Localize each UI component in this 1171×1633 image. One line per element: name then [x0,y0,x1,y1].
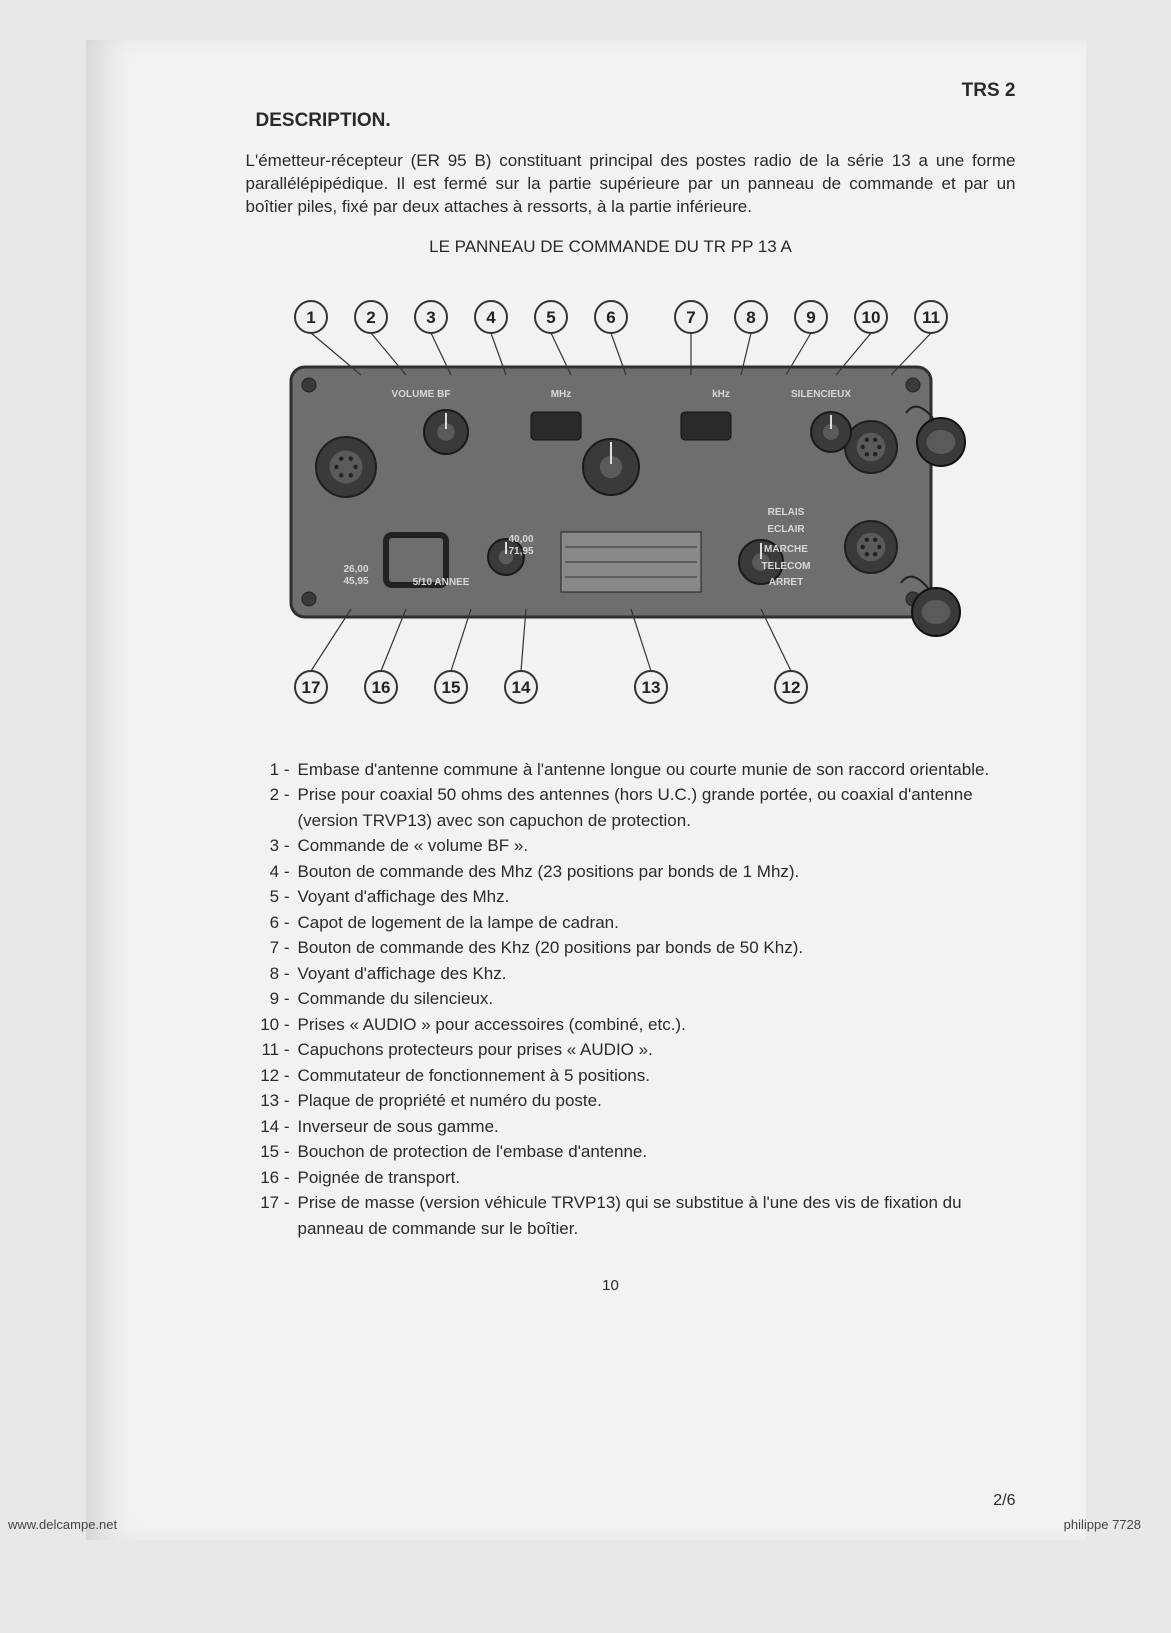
svg-text:13: 13 [641,678,660,697]
legend-text: Capuchons protecteurs pour prises « AUDI… [298,1037,1016,1063]
legend-item: 10 -Prises « AUDIO » pour accessoires (c… [246,1012,1016,1038]
legend-text: Voyant d'affichage des Mhz. [298,884,1016,910]
document-page: TRS 2 DESCRIPTION. L'émetteur-récepteur … [86,40,1086,1540]
legend-number: 7 - [246,935,298,961]
svg-text:TELECOM: TELECOM [761,561,810,572]
figure-title: LE PANNEAU DE COMMANDE DU TR PP 13 A [206,237,1016,257]
legend-number: 1 - [246,757,298,783]
svg-text:2: 2 [366,308,375,327]
doc-code: TRS 2 [206,80,1016,102]
legend-item: 12 -Commutateur de fonctionnement à 5 po… [246,1063,1016,1089]
page-footer-right: 2/6 [993,1492,1015,1510]
legend-number: 13 - [246,1088,298,1114]
legend-item: 8 -Voyant d'affichage des Khz. [246,961,1016,987]
legend-item: 4 -Bouton de commande des Mhz (23 positi… [246,859,1016,885]
legend-text: Prises « AUDIO » pour accessoires (combi… [298,1012,1016,1038]
legend-number: 8 - [246,961,298,987]
svg-text:MARCHE: MARCHE [764,544,808,555]
legend-number: 5 - [246,884,298,910]
svg-text:SILENCIEUX: SILENCIEUX [790,389,850,400]
legend-item: 14 -Inverseur de sous gamme. [246,1114,1016,1140]
figure-diagram: VOLUME BF MHz kHz SILENCIEUX ECLAIR MARCHE TEL… [231,267,991,727]
legend-item: 7 -Bouton de commande des Khz (20 positi… [246,935,1016,961]
svg-text:7: 7 [686,308,695,327]
center-page-number: 10 [206,1277,1016,1294]
legend-item: 5 -Voyant d'affichage des Mhz. [246,884,1016,910]
legend-item: 6 -Capot de logement de la lampe de cadr… [246,910,1016,936]
legend-number: 16 - [246,1165,298,1191]
svg-text:3: 3 [426,308,435,327]
legend-number: 15 - [246,1139,298,1165]
svg-text:45,95: 45,95 [343,576,368,587]
legend-text: Prise de masse (version véhicule TRVP13)… [298,1190,1016,1241]
svg-text:5: 5 [546,308,555,327]
legend-item: 11 -Capuchons protecteurs pour prises « … [246,1037,1016,1063]
svg-text:11: 11 [922,308,940,327]
svg-text:MHz: MHz [550,389,571,400]
svg-text:5/10 ANNEE: 5/10 ANNEE [412,577,469,588]
legend-number: 11 - [246,1037,298,1063]
svg-text:10: 10 [861,308,880,327]
svg-text:ARRET: ARRET [768,577,802,588]
legend-text: Bouchon de protection de l'embase d'ante… [298,1139,1016,1165]
legend-item: 2 -Prise pour coaxial 50 ohms des antenn… [246,782,1016,833]
legend-item: 3 -Commande de « volume BF ». [246,833,1016,859]
svg-text:kHz: kHz [712,389,730,400]
legend-text: Poignée de transport. [298,1165,1016,1191]
svg-text:9: 9 [806,308,815,327]
svg-text:RELAIS: RELAIS [767,507,804,518]
svg-text:12: 12 [781,678,800,697]
legend-text: Embase d'antenne commune à l'antenne lon… [298,757,1016,783]
legend-number: 6 - [246,910,298,936]
svg-text:26,00: 26,00 [343,564,368,575]
legend-item: 16 -Poignée de transport. [246,1165,1016,1191]
legend-number: 10 - [246,1012,298,1038]
intro-paragraph: L'émetteur-récepteur (ER 95 B) constitua… [246,150,1016,219]
svg-text:14: 14 [511,678,530,697]
legend-item: 17 -Prise de masse (version véhicule TRV… [246,1190,1016,1241]
legend-text: Prise pour coaxial 50 ohms des antennes … [298,782,1016,833]
legend-list: 1 -Embase d'antenne commune à l'antenne … [246,757,1016,1242]
svg-text:40,00: 40,00 [508,534,533,545]
svg-text:8: 8 [746,308,755,327]
legend-text: Voyant d'affichage des Khz. [298,961,1016,987]
legend-item: 1 -Embase d'antenne commune à l'antenne … [246,757,1016,783]
legend-text: Capot de logement de la lampe de cadran. [298,910,1016,936]
legend-text: Commutateur de fonctionnement à 5 positi… [298,1063,1016,1089]
legend-item: 13 -Plaque de propriété et numéro du pos… [246,1088,1016,1114]
legend-text: Commande de « volume BF ». [298,833,1016,859]
svg-text:15: 15 [441,678,460,697]
watermark-seller: philippe 7728 [1064,1517,1141,1532]
watermark-site: www.delcampe.net [8,1517,117,1532]
legend-item: 15 -Bouchon de protection de l'embase d'… [246,1139,1016,1165]
legend-number: 17 - [246,1190,298,1241]
svg-text:1: 1 [306,308,315,327]
legend-item: 9 -Commande du silencieux. [246,986,1016,1012]
svg-text:6: 6 [606,308,615,327]
legend-number: 4 - [246,859,298,885]
legend-number: 2 - [246,782,298,833]
legend-text: Inverseur de sous gamme. [298,1114,1016,1140]
legend-number: 12 - [246,1063,298,1089]
section-title: DESCRIPTION. [256,110,1016,132]
legend-number: 9 - [246,986,298,1012]
svg-text:VOLUME BF: VOLUME BF [391,389,450,400]
legend-text: Bouton de commande des Mhz (23 positions… [298,859,1016,885]
svg-text:16: 16 [371,678,390,697]
svg-text:71,95: 71,95 [508,546,533,557]
svg-text:17: 17 [301,678,320,697]
legend-text: Bouton de commande des Khz (20 positions… [298,935,1016,961]
legend-number: 3 - [246,833,298,859]
svg-text:ECLAIR: ECLAIR [767,524,805,535]
legend-text: Commande du silencieux. [298,986,1016,1012]
svg-text:4: 4 [486,308,496,327]
legend-text: Plaque de propriété et numéro du poste. [298,1088,1016,1114]
legend-number: 14 - [246,1114,298,1140]
